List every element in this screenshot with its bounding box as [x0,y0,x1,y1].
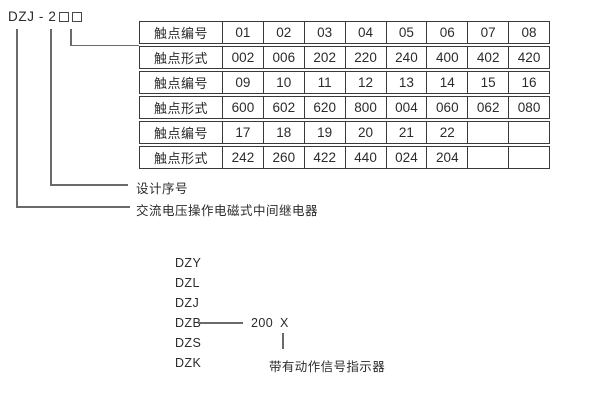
table-cell: 02 [264,22,305,43]
table-cell: 242 [223,147,264,168]
placeholder-box-2 [72,12,83,22]
series-item-dzk: DZK [175,356,202,370]
table-cell: 400 [427,47,469,68]
series-item-dzj: DZJ [175,296,200,310]
table-cell: 03 [305,22,346,43]
table-cell: 12 [346,72,387,93]
callout-relay-type: 交流电压操作电磁式中间继电器 [136,204,319,218]
table-row-4: 触点形式 600 602 620 800 004 060 062 080 [139,96,550,119]
table-row-5: 触点编号 17 18 19 20 21 22 [139,121,550,144]
table-cell: 006 [264,47,305,68]
connector-vline-contact-code [70,29,72,46]
table-cell: 16 [521,75,537,90]
table-cell: 422 [305,147,346,168]
table-cell [509,147,549,168]
table-cell: 21 [387,122,428,143]
table-cell: 240 [387,47,428,68]
table-cell: 004 [387,97,428,118]
series-item-dzs: DZS [175,336,202,350]
connector-hline-relay-type [16,206,130,208]
dzb-variant: X [280,316,289,330]
table-row-6: 触点形式 242 260 422 440 024 204 [139,146,550,169]
table-cell: 14 [427,72,469,93]
placeholder-box-1 [59,12,70,22]
table-cell: 002 [223,47,264,68]
table-row-1: 触点编号 01 02 03 04 05 06 07 08 [139,21,550,44]
series-item-dzl: DZL [175,276,200,290]
table-cell: 19 [305,122,346,143]
table-cell: 220 [346,47,387,68]
row-label: 触点形式 [140,97,223,118]
table-cell: 05 [387,22,428,43]
table-cell: 602 [264,97,305,118]
table-cell: 402 [468,47,510,68]
table-cell: 600 [223,97,264,118]
table-cell: 060 [427,97,469,118]
table-cell [509,122,549,143]
table-cell: 260 [264,147,305,168]
table-row-3: 触点编号 09 10 11 12 13 14 15 16 [139,71,550,94]
table-cell: 062 [468,97,510,118]
table-cell: 04 [346,22,387,43]
dzb-number: 200 [251,316,274,330]
contact-table: 触点编号 01 02 03 04 05 06 07 08 触点形式 002 006 202 220 240 4… [139,21,550,171]
table-cell: 08 [521,25,537,40]
model-designation: DZJ - 2 [8,9,83,24]
connector-vline-design-serial [50,29,52,185]
table-cell: 18 [264,122,305,143]
dzb-dash-line [198,322,243,324]
table-cell: 800 [346,97,387,118]
callout-design-serial: 设计序号 [136,182,189,196]
table-cell: 17 [223,122,264,143]
connector-hline-design-serial [50,184,128,186]
table-cell [468,122,510,143]
table-cell: 06 [427,22,469,43]
series-item-dzy: DZY [175,256,202,270]
series-item-dzb: DZB [175,316,202,330]
table-cell: 024 [387,147,428,168]
variant-pointer-line [282,333,284,349]
connector-hline-contact-code [70,44,139,46]
row-label: 触点形式 [140,147,223,168]
table-cell: 15 [468,72,510,93]
table-cell: 080 [517,100,541,115]
table-cell: 420 [517,50,541,65]
row-label: 触点编号 [140,72,223,93]
table-cell: 22 [427,122,469,143]
table-cell: 01 [223,22,264,43]
table-cell: 204 [427,147,469,168]
table-cell: 20 [346,122,387,143]
table-cell: 202 [305,47,346,68]
table-cell [468,147,510,168]
table-cell: 09 [223,72,264,93]
indicator-note: 带有动作信号指示器 [269,360,386,374]
model-text: DZJ - 2 [8,9,57,24]
table-cell: 11 [305,72,346,93]
row-label: 触点编号 [140,22,223,43]
table-cell: 440 [346,147,387,168]
table-cell: 620 [305,97,346,118]
connector-vline-relay-type [16,29,18,207]
table-cell: 13 [387,72,428,93]
row-label: 触点编号 [140,122,223,143]
row-label: 触点形式 [140,47,223,68]
table-cell: 07 [468,22,510,43]
table-cell: 10 [264,72,305,93]
table-row-2: 触点形式 002 006 202 220 240 400 402 420 [139,46,550,69]
